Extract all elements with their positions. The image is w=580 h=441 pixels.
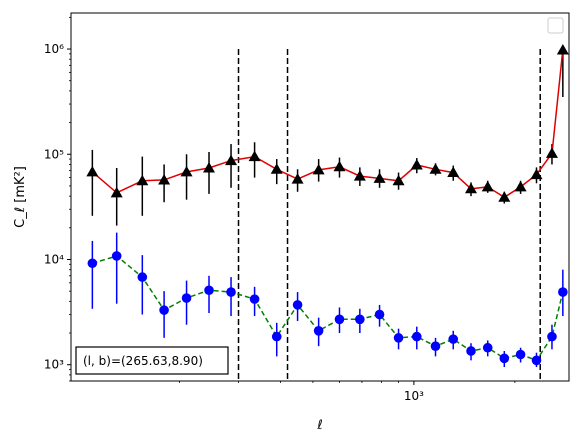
series-0-point: [392, 174, 405, 186]
y-tick-label: 10³: [44, 358, 64, 372]
plot-frame: [70, 12, 570, 382]
series-0-point: [291, 173, 304, 184]
series-1-point: [159, 305, 169, 315]
annotation-text: (l, b)=(265.63,8.90): [83, 354, 203, 368]
series-0-point: [447, 166, 460, 178]
series-0-point: [556, 43, 569, 55]
series-0-point: [333, 160, 346, 172]
series-0-point: [110, 186, 123, 198]
series-0-point: [203, 162, 216, 173]
x-axis-label: ℓ: [316, 418, 322, 433]
series-1-point: [355, 314, 365, 325]
series-1-point: [466, 346, 476, 356]
series-1-point: [292, 300, 303, 310]
series-0-point: [410, 159, 423, 170]
series-1-point: [204, 285, 214, 296]
legend-box: [547, 17, 564, 34]
series-0-point: [225, 154, 238, 166]
x-tick-label: 10³: [404, 389, 424, 403]
series-1-point: [181, 293, 192, 303]
series-0-point: [248, 150, 261, 162]
annotation-box: [75, 346, 229, 375]
series-1-point: [558, 287, 568, 297]
series-1-point: [547, 331, 557, 342]
series-0-point: [86, 165, 99, 177]
series-1-point: [411, 331, 422, 342]
series-1-point: [374, 309, 385, 320]
series-1-point: [448, 334, 459, 344]
series-1-point: [87, 258, 98, 269]
series-0-point: [465, 182, 478, 194]
series-markers: [86, 43, 569, 366]
series-1-point: [313, 325, 324, 336]
series-0-point: [353, 170, 366, 181]
series-1-point: [393, 333, 404, 343]
series-1-point: [249, 294, 260, 304]
series-1-point: [111, 251, 122, 261]
y-tick-label: 10⁶: [44, 42, 64, 56]
y-tick-label: 10⁴: [44, 252, 64, 266]
series-1-point: [515, 349, 526, 360]
series-1-point: [499, 353, 510, 364]
vertical-reference-lines: [237, 49, 541, 381]
series-0-point: [545, 147, 558, 158]
series-1-point: [531, 355, 542, 366]
axes: 10³ 10⁴ 10⁵ 10⁶ 10³: [44, 12, 570, 403]
series-0-point: [373, 172, 386, 183]
series-0-point: [429, 163, 442, 174]
y-axis-label: C_ℓ [mK²]: [13, 166, 28, 228]
series-0-point: [481, 180, 494, 192]
y-tick-label: 10⁵: [44, 147, 64, 161]
series-0-point: [180, 165, 193, 177]
series-1-point: [226, 287, 236, 297]
series-0-point: [270, 163, 283, 174]
series-1-point: [482, 342, 493, 353]
series-1-point: [430, 341, 441, 351]
series-1-point: [271, 331, 282, 342]
series-0-point: [312, 163, 325, 175]
series-0-point: [158, 173, 171, 185]
series-1-point: [137, 272, 148, 282]
legend: [547, 17, 564, 34]
series-0-point: [136, 174, 149, 186]
series-0-point: [530, 168, 543, 180]
annotation: (l, b)=(265.63,8.90): [75, 346, 229, 375]
series-0-point: [498, 191, 511, 202]
series-1-point: [334, 314, 345, 325]
series-0-point: [514, 180, 527, 192]
